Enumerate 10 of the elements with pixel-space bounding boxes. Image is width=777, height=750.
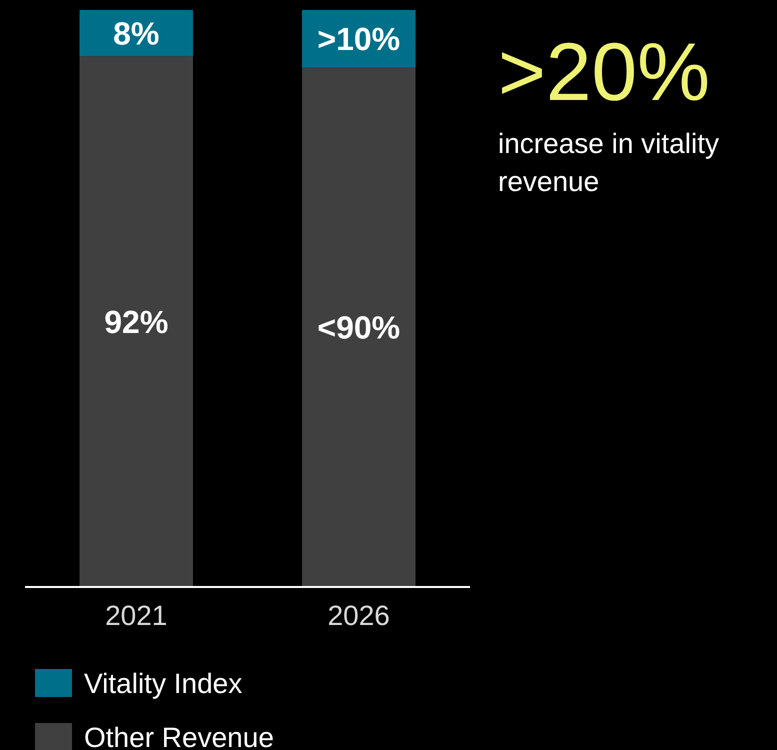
x-tick-label: 2021 — [105, 600, 168, 631]
data-label: 92% — [104, 304, 168, 340]
legend-label: Vitality Index — [84, 668, 242, 699]
data-label: <90% — [317, 310, 400, 346]
data-label: 8% — [113, 15, 160, 52]
data-label: >10% — [317, 21, 400, 58]
text: increase in vitality revenue — [498, 128, 719, 197]
legend-label: Other Revenue — [84, 722, 274, 750]
text: >20% — [498, 27, 710, 118]
x-tick-label: 2026 — [328, 600, 390, 631]
